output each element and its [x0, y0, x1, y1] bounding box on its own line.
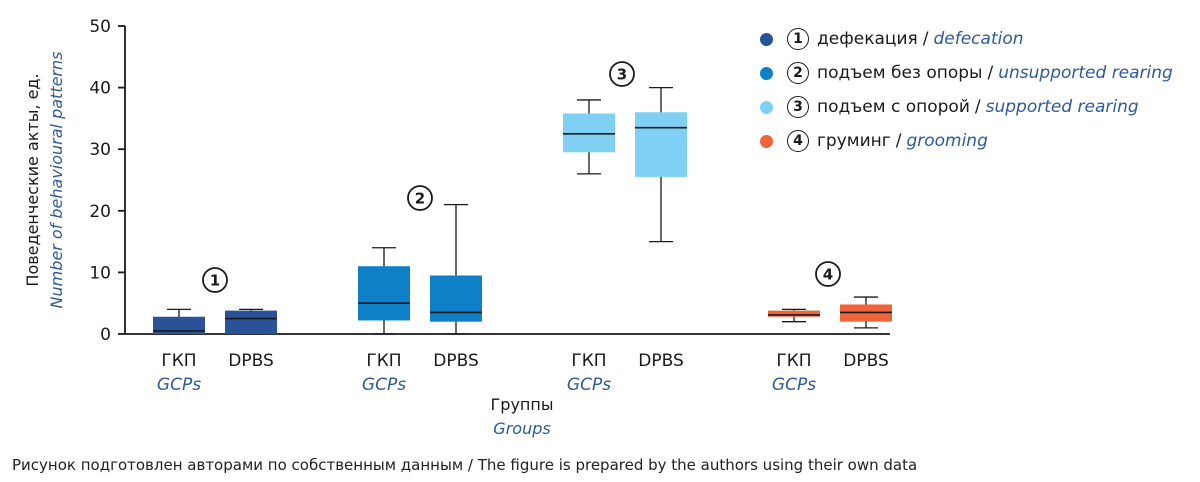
group-number-label: 1	[210, 272, 220, 290]
group-number-circle	[815, 261, 841, 287]
box-iqr	[768, 310, 820, 317]
y-tick-label: 30	[89, 140, 111, 160]
legend: 1 дефекация / defecation 2 подъем без оп…	[760, 22, 1173, 158]
box-iqr	[153, 316, 205, 334]
box-supported-rearing-gcps	[563, 99, 615, 175]
boxplot-chart: 0 10 20 30 40 50 ГКП GCPs DPBS ГКП GCPs DPBS ГКП GCPs…	[23, 17, 892, 438]
group-number-circle	[609, 61, 635, 87]
group-number-label: 2	[415, 190, 425, 208]
y-tick-label: 50	[89, 17, 111, 37]
x-tick-label: DPBS	[433, 351, 479, 371]
y-tick-label: 40	[89, 79, 111, 99]
x-axis-label-ru: Группы	[491, 395, 554, 414]
legend-separator: /	[895, 131, 902, 151]
legend-marker	[760, 66, 773, 80]
box-grooming-dpbs	[840, 296, 892, 329]
x-tick-label: DPBS	[638, 351, 684, 371]
legend-label-en: supported rearing	[985, 97, 1139, 117]
legend-label-en: grooming	[906, 131, 988, 151]
box-supported-rearing-dpbs	[635, 86, 687, 243]
group-number-label: 3	[617, 66, 627, 84]
legend-item-grooming: 4 груминг / grooming	[760, 124, 1173, 158]
group-number-label: 4	[823, 266, 833, 284]
box-unsupported-rearing-dpbs	[430, 203, 482, 335]
x-tick-label: ГКП	[571, 351, 606, 371]
legend-label-ru: груминг	[817, 131, 891, 151]
y-tick-label: 0	[100, 325, 111, 345]
y-tick-label: 20	[89, 202, 111, 222]
box-iqr	[563, 113, 615, 153]
x-tick-label: DPBS	[228, 351, 274, 371]
legend-number: 1	[787, 28, 809, 50]
y-tick-label: 10	[89, 263, 111, 283]
legend-number: 4	[787, 130, 809, 152]
box-unsupported-rearing-gcps	[358, 247, 410, 335]
y-axis-label-ru: Поведенческие акты, ед.	[23, 73, 42, 286]
legend-marker	[760, 100, 773, 114]
x-tick-label: ГКП	[161, 351, 196, 371]
legend-item-defecation: 1 дефекация / defecation	[760, 22, 1173, 56]
x-tick-label: ГКП	[366, 351, 401, 371]
legend-label-ru: подъем с опорой	[817, 97, 970, 117]
legend-separator: /	[987, 63, 994, 83]
x-tick-label: DPBS	[843, 351, 889, 371]
x-tick-label: ГКП	[776, 351, 811, 371]
x-tick-label-en: GCPs	[157, 375, 201, 395]
x-tick-label-en: GCPs	[772, 375, 816, 395]
legend-item-supported-rearing: 3 подъем с опорой / supported rearing	[760, 90, 1173, 124]
legend-label-ru: дефекация	[817, 29, 918, 49]
axes: 0 10 20 30 40 50 ГКП GCPs DPBS ГКП GCPs DPBS ГКП GCPs…	[89, 17, 890, 395]
x-tick-label-en: GCPs	[567, 375, 611, 395]
plot-area: 1 2 3 4	[153, 61, 892, 335]
figure-footnote: Рисунок подготовлен авторами по собствен…	[12, 456, 918, 474]
box-defecation-dpbs	[225, 308, 277, 335]
legend-label-en: unsupported rearing	[998, 63, 1173, 83]
group-number-circle	[407, 185, 433, 211]
legend-number: 2	[787, 62, 809, 84]
box-iqr	[358, 266, 410, 321]
legend-item-unsupported-rearing: 2 подъем без опоры / unsupported rearing	[760, 56, 1173, 90]
legend-label-ru: подъем без опоры	[817, 63, 983, 83]
box-grooming-gcps	[768, 308, 820, 323]
legend-marker	[760, 32, 773, 46]
legend-label-en: defecation	[933, 29, 1024, 49]
box-iqr	[225, 310, 277, 334]
legend-marker	[760, 134, 773, 148]
legend-separator: /	[974, 97, 981, 117]
legend-separator: /	[922, 29, 929, 49]
box-iqr	[635, 112, 687, 177]
y-axis-label-en: Number of behavioural patterns	[47, 52, 66, 309]
x-axis-label-en: Groups	[493, 419, 550, 438]
box-defecation-gcps	[153, 308, 205, 335]
box-iqr	[430, 275, 482, 322]
x-tick-label-en: GCPs	[362, 375, 406, 395]
group-number-circle	[202, 267, 228, 293]
legend-number: 3	[787, 96, 809, 118]
